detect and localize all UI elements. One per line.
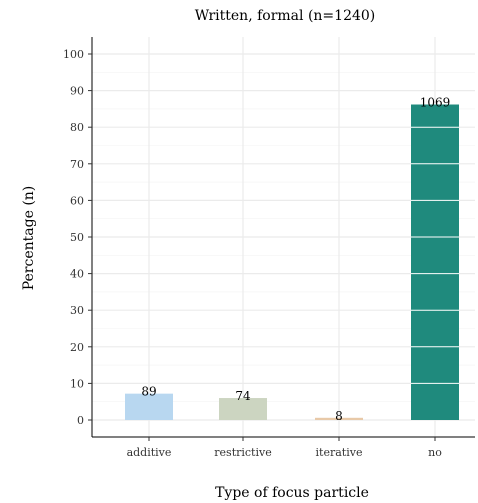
y-axis: 0 10 20 30 40 50 60 70 80 90 100 [63,37,93,437]
y-tick-label: 10 [70,377,84,390]
data-label-additive: 89 [141,385,156,399]
y-tick-label: 60 [70,194,84,207]
x-tick-label-no: no [428,446,442,459]
data-label-restrictive: 74 [235,389,251,403]
y-axis-label: Percentage (n) [21,186,37,291]
bar-restrictive [219,398,267,420]
bar-no [411,104,459,421]
y-tick-label: 90 [70,85,84,98]
y-tick-label: 80 [70,121,84,134]
x-tick-label-iterative: iterative [316,446,363,459]
x-tick-label-restrictive: restrictive [214,446,271,459]
data-label-no: 1069 [420,96,451,110]
y-tick-label: 50 [70,231,84,244]
y-tick-label: 100 [63,48,84,61]
x-tick-label-additive: additive [127,446,172,459]
y-tick-label: 70 [70,158,84,171]
bar-additive [125,393,173,420]
y-tick-label: 20 [70,341,84,354]
y-tick-label: 0 [77,414,84,427]
x-axis: additive restrictive iterative no [92,436,475,459]
bars: 89 74 8 1069 [125,96,459,423]
x-axis-label: Type of focus particle [215,485,369,501]
bar-iterative [315,417,363,420]
chart-title: Written, formal (n=1240) [195,8,376,24]
data-label-iterative: 8 [335,409,343,423]
y-tick-label: 30 [70,304,84,317]
y-tick-label: 40 [70,268,84,281]
